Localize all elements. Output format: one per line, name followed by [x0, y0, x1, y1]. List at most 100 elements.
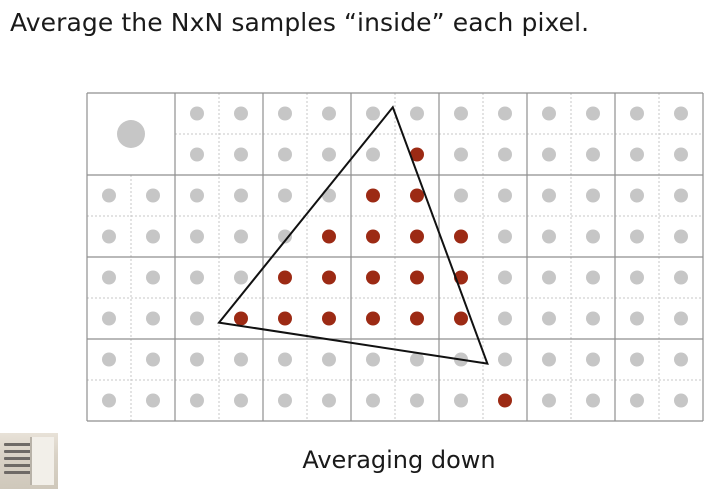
- sample-point: [630, 393, 644, 408]
- sample-point: [146, 229, 160, 244]
- sample-point: [278, 147, 292, 162]
- sample-point-inside: [410, 270, 424, 285]
- sample-point-inside: [366, 311, 380, 326]
- sample-point: [498, 106, 512, 121]
- sample-point: [234, 188, 248, 203]
- sample-point: [234, 229, 248, 244]
- sample-point: [586, 270, 600, 285]
- sample-point: [586, 106, 600, 121]
- sample-point: [190, 311, 204, 326]
- sample-point: [586, 229, 600, 244]
- sample-point-inside: [322, 311, 336, 326]
- sample-point: [586, 147, 600, 162]
- sample-point: [586, 352, 600, 367]
- sample-point: [146, 352, 160, 367]
- sample-point: [454, 393, 468, 408]
- sample-point: [190, 270, 204, 285]
- sample-point: [190, 147, 204, 162]
- sample-point: [674, 393, 688, 408]
- sample-point: [322, 147, 336, 162]
- sample-point: [498, 188, 512, 203]
- presenter-video-thumbnail: [0, 433, 58, 489]
- triangle: [217, 105, 489, 365]
- sample-point: [366, 106, 380, 121]
- sample-point-inside: [498, 393, 512, 408]
- sample-point: [542, 393, 556, 408]
- sample-point: [102, 229, 116, 244]
- sample-point: [498, 147, 512, 162]
- sample-point-inside: [278, 270, 292, 285]
- sample-point: [234, 352, 248, 367]
- sample-point-inside: [410, 147, 424, 162]
- sample-point: [586, 393, 600, 408]
- sample-point-inside: [322, 229, 336, 244]
- slide-caption: Averaging down: [302, 446, 496, 474]
- sample-point: [146, 311, 160, 326]
- sample-point: [146, 188, 160, 203]
- sample-point: [234, 393, 248, 408]
- sample-point-inside: [322, 270, 336, 285]
- sample-point: [586, 311, 600, 326]
- sample-point: [586, 188, 600, 203]
- sample-point: [190, 106, 204, 121]
- sample-point: [234, 270, 248, 285]
- sample-point: [278, 106, 292, 121]
- sample-point-inside: [366, 270, 380, 285]
- sample-point: [322, 106, 336, 121]
- sample-point: [630, 106, 644, 121]
- sample-point: [322, 188, 336, 203]
- sample-point: [542, 229, 556, 244]
- slide-title: Average the NxN samples “inside” each pi…: [10, 8, 590, 37]
- sample-point: [542, 352, 556, 367]
- sample-point: [278, 229, 292, 244]
- sample-point: [102, 188, 116, 203]
- sample-point: [190, 393, 204, 408]
- sample-point: [454, 106, 468, 121]
- sample-point: [630, 147, 644, 162]
- sample-point: [146, 270, 160, 285]
- sample-point-inside: [366, 188, 380, 203]
- sample-point: [278, 188, 292, 203]
- sample-point: [542, 311, 556, 326]
- sample-point: [542, 106, 556, 121]
- sample-point: [278, 352, 292, 367]
- sample-point: [278, 393, 292, 408]
- sample-point: [322, 352, 336, 367]
- sample-point: [234, 147, 248, 162]
- sample-point: [674, 147, 688, 162]
- sample-point: [146, 393, 160, 408]
- sample-point: [542, 270, 556, 285]
- sample-point: [542, 188, 556, 203]
- sample-point: [498, 270, 512, 285]
- sample-point: [630, 270, 644, 285]
- sample-point: [102, 352, 116, 367]
- sample-point: [190, 229, 204, 244]
- sample-point: [410, 352, 424, 367]
- sample-point-inside: [454, 229, 468, 244]
- sample-point: [102, 311, 116, 326]
- sample-point-inside: [410, 229, 424, 244]
- sample-point: [234, 106, 248, 121]
- pixel-sample-point: [117, 120, 145, 148]
- sample-point: [674, 106, 688, 121]
- sample-point: [630, 311, 644, 326]
- sample-point: [190, 188, 204, 203]
- sample-point-inside: [278, 311, 292, 326]
- sample-point: [102, 270, 116, 285]
- sample-point: [102, 393, 116, 408]
- sample-point: [366, 147, 380, 162]
- sample-point-inside: [366, 229, 380, 244]
- sample-point: [190, 352, 204, 367]
- sample-point: [674, 270, 688, 285]
- sample-point: [674, 352, 688, 367]
- sample-point: [498, 229, 512, 244]
- sample-point: [630, 188, 644, 203]
- sample-point: [630, 229, 644, 244]
- sample-point: [410, 106, 424, 121]
- sample-point: [542, 147, 556, 162]
- sample-point: [322, 393, 336, 408]
- sample-point: [454, 147, 468, 162]
- sample-point: [630, 352, 644, 367]
- sample-point-inside: [454, 311, 468, 326]
